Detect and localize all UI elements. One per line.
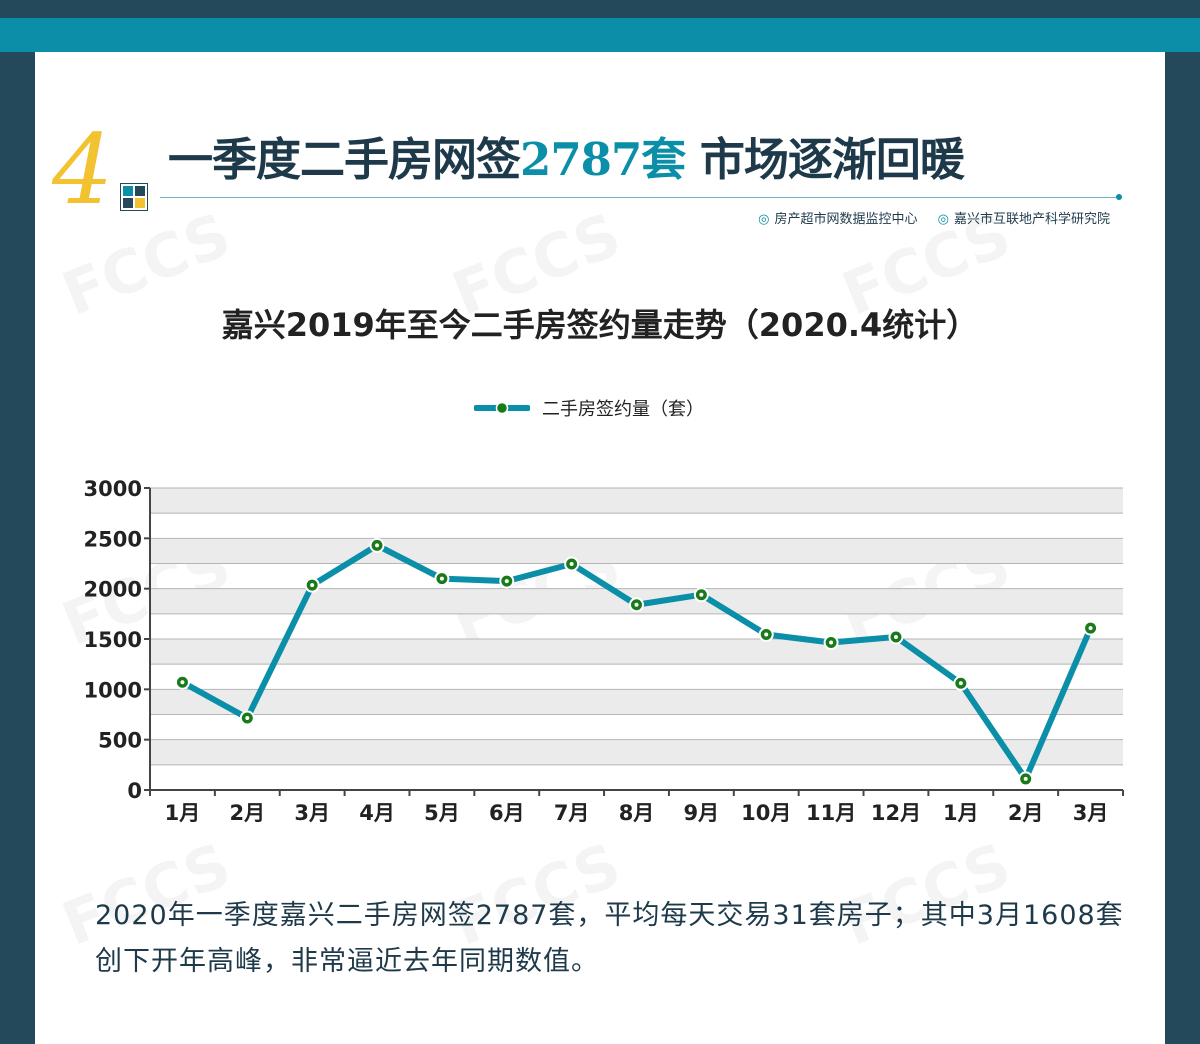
chart-title: 嘉兴2019年至今二手房签约量走势（2020.4统计） — [221, 306, 979, 344]
x-tick-label: 1月 — [165, 801, 201, 825]
source-label: 房产超市网数据监控中心 — [774, 212, 918, 227]
y-tick-label: 3000 — [84, 477, 142, 501]
summary-text: 2020年一季度嘉兴二手房网签2787套，平均每天交易31套房子；其中3月160… — [95, 900, 1124, 977]
x-tick-label: 7月 — [554, 801, 590, 825]
y-tick-label: 1500 — [84, 628, 142, 652]
source-label: 嘉兴市互联地产科学研究院 — [953, 212, 1110, 227]
grid-band — [150, 538, 1123, 564]
data-point-center — [1023, 776, 1028, 781]
top-banner — [0, 18, 1200, 52]
x-tick-label: 9月 — [684, 801, 720, 825]
data-point-center — [893, 634, 898, 639]
divider-dot — [1116, 194, 1122, 200]
title-text: 一季度二手房网签 — [168, 133, 521, 186]
y-tick-label: 500 — [98, 729, 142, 753]
grid-band — [150, 689, 1123, 715]
data-point-center — [375, 543, 380, 548]
title-divider — [160, 197, 1118, 198]
data-point-center — [764, 632, 769, 637]
x-tick-label: 12月 — [871, 801, 921, 825]
data-point-center — [958, 681, 963, 686]
circle-bullet-icon: ◎ — [937, 212, 949, 227]
source-item: ◎ 房产超市网数据监控中心 — [758, 212, 917, 227]
data-point-center — [439, 576, 444, 581]
x-tick-label: 3月 — [294, 801, 330, 825]
grid-band — [150, 488, 1123, 514]
x-tick-label: 4月 — [359, 801, 395, 825]
data-point-center — [699, 592, 704, 597]
x-tick-label: 1月 — [943, 801, 979, 825]
data-point-center — [180, 680, 185, 685]
x-tick-label: 10月 — [741, 801, 791, 825]
y-tick-label: 2500 — [84, 527, 142, 551]
circle-bullet-icon: ◎ — [758, 212, 770, 227]
y-tick-label: 0 — [127, 779, 142, 803]
grid-logo-icon — [120, 183, 148, 211]
x-tick-label: 8月 — [619, 801, 655, 825]
data-point-center — [1088, 626, 1093, 631]
data-point-center — [310, 583, 315, 588]
x-tick-label: 6月 — [489, 801, 525, 825]
chart-legend: 二手房签约量（套） — [474, 393, 704, 423]
data-point-center — [829, 640, 834, 645]
y-tick-label: 1000 — [84, 678, 142, 702]
section-number: 4 — [52, 114, 114, 226]
data-point-center — [634, 602, 639, 607]
x-tick-label: 2月 — [229, 801, 265, 825]
source-credits: ◎ 房产超市网数据监控中心 ◎ 嘉兴市互联地产科学研究院 — [742, 208, 1110, 227]
data-point-center — [245, 716, 250, 721]
grid-band — [150, 739, 1123, 765]
grid-band — [150, 639, 1123, 665]
source-item: ◎ 嘉兴市互联地产科学研究院 — [938, 212, 1110, 227]
x-tick-label: 11月 — [806, 801, 856, 825]
data-point-center — [569, 562, 574, 567]
y-tick-label: 2000 — [84, 578, 142, 602]
page-title: 一季度二手房网签2787套 市场逐渐回暖 — [168, 130, 965, 190]
x-tick-label: 5月 — [424, 801, 460, 825]
legend-line-marker-icon — [474, 401, 530, 415]
title-text-tail: 市场逐渐回暖 — [685, 133, 965, 186]
title-highlight: 2787套 — [520, 133, 686, 186]
x-tick-label: 3月 — [1073, 801, 1109, 825]
x-tick-label: 2月 — [1008, 801, 1044, 825]
legend-label: 二手房签约量（套） — [542, 399, 704, 420]
data-point-center — [504, 579, 509, 584]
